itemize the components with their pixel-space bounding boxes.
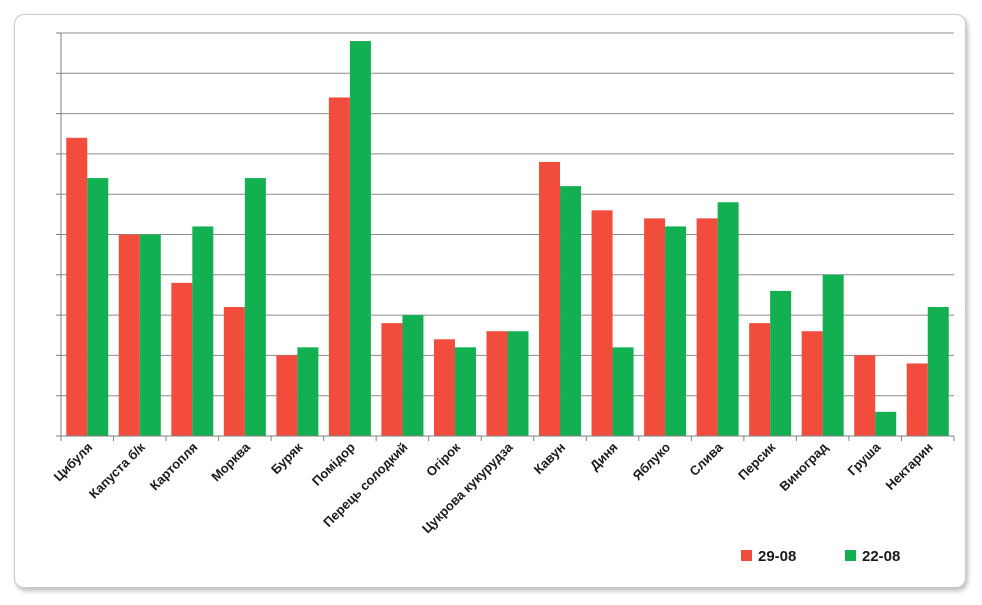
bars — [66, 41, 949, 437]
bar — [591, 210, 613, 436]
bar — [118, 234, 140, 436]
axes — [56, 32, 955, 441]
bar — [665, 226, 687, 436]
bar — [402, 315, 424, 436]
bar — [223, 307, 245, 436]
x-tick-label: Цукрова кукурудза — [419, 439, 516, 536]
bar — [192, 226, 214, 436]
bar — [770, 290, 792, 436]
bar — [854, 355, 876, 436]
bar — [927, 307, 949, 436]
legend-label: 29-08 — [758, 548, 796, 565]
bar — [87, 178, 109, 436]
legend-swatch — [741, 550, 752, 561]
x-tick-label: Диня — [587, 440, 621, 474]
x-tick-label: Виноград — [776, 439, 831, 494]
bar — [822, 274, 844, 436]
bar — [696, 218, 718, 436]
bar — [486, 331, 508, 436]
bar — [381, 323, 403, 436]
bar — [612, 347, 634, 436]
bar — [906, 363, 928, 436]
bar — [349, 41, 371, 437]
bar — [539, 161, 561, 436]
bar — [276, 355, 298, 436]
bar — [139, 234, 161, 436]
bar — [297, 347, 319, 436]
bar — [328, 97, 350, 436]
bar — [507, 331, 529, 436]
x-tick-label: Цибуля — [51, 440, 96, 485]
legend-label: 22-08 — [862, 548, 900, 565]
x-tick-label: Огірок — [423, 439, 463, 479]
x-tick-label: Буряк — [268, 439, 306, 477]
bar — [801, 331, 823, 436]
x-tick-label: Персик — [735, 439, 779, 483]
bar — [244, 178, 266, 436]
bar — [66, 137, 88, 436]
legend-swatch — [845, 550, 856, 561]
x-tick-label: Капуста б/к — [86, 439, 148, 501]
bar — [433, 339, 455, 436]
x-tick-label: Морква — [208, 439, 253, 484]
bar — [454, 347, 476, 436]
bar — [560, 186, 582, 436]
x-tick-label: Помідор — [309, 439, 358, 488]
x-tick-label: Картопля — [147, 440, 201, 494]
x-tick-label: Груша — [844, 439, 883, 478]
legend: 29-08 22-08 — [741, 548, 900, 565]
bar — [171, 282, 193, 436]
x-tick-label: Нектарин — [882, 440, 935, 493]
x-tick-label: Слива — [686, 439, 726, 479]
bar — [717, 202, 739, 436]
x-tick-label: Кавун — [531, 440, 569, 478]
x-tick-label: Яблуко — [630, 439, 674, 483]
bar — [875, 411, 897, 436]
bar — [749, 323, 771, 436]
bar — [644, 218, 666, 436]
